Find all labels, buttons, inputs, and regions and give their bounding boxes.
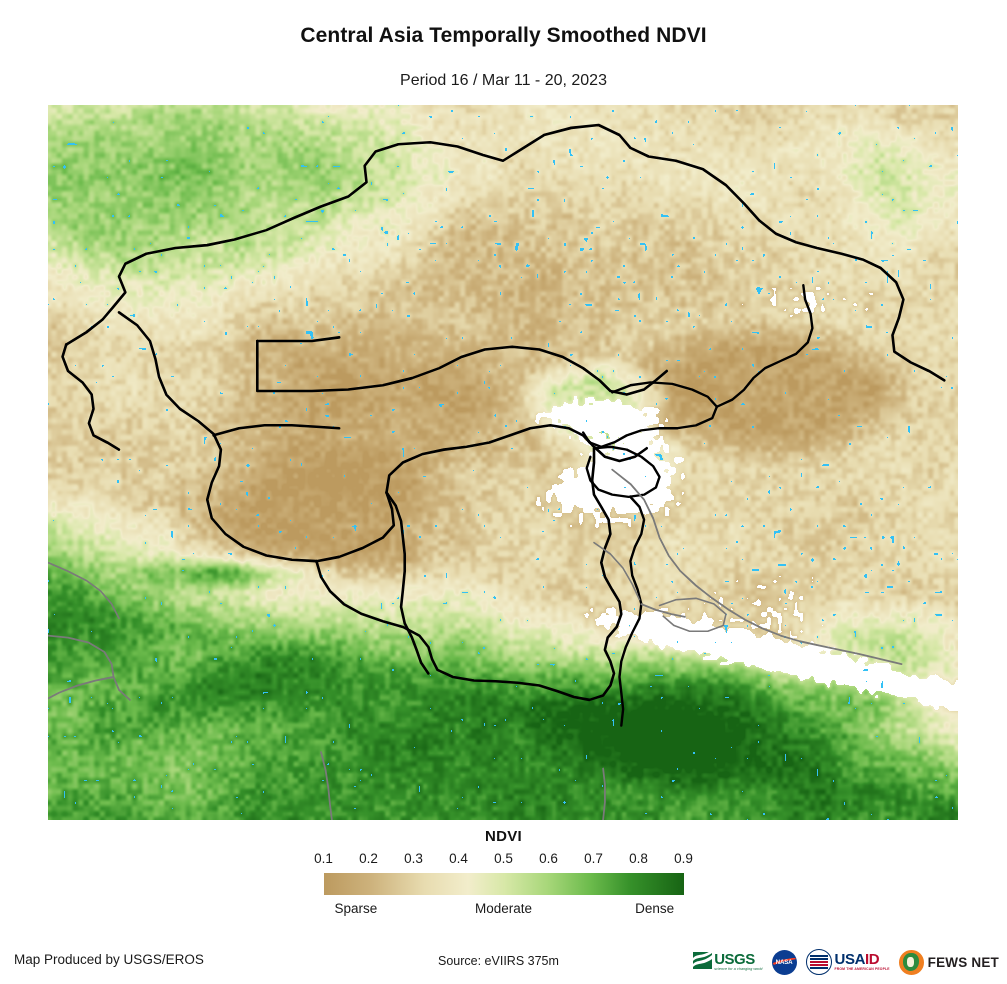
map-producer-text: Map Produced by USGS/EROS [14,952,204,967]
usgs-wordmark: USGS [714,951,755,969]
usgs-mark-icon [693,952,713,970]
footer: Map Produced by USGS/EROS Source: eVIIRS… [0,940,1007,984]
page-subtitle: Period 16 / Mar 11 - 20, 2023 [400,72,607,89]
nasa-swoosh-icon [772,957,796,965]
legend-tick-0-9: 0.9 [674,851,693,866]
fews-net-wordmark: FEWS NET [927,954,999,970]
usaid-seal-icon [805,949,832,975]
ndvi-legend: NDVI 0.1 0.2 0.3 0.4 0.5 0.6 0.7 0.8 0.9 Sparse M… [0,828,1007,921]
usaid-logo[interactable]: USAID FROM THE AMERICAN PEOPLE [805,949,890,975]
map-canvas-container[interactable] [48,105,958,820]
legend-tick-0-4: 0.4 [449,851,468,866]
legend-tick-0-7: 0.7 [584,851,603,866]
central-asia-ndvi-raster[interactable] [48,105,958,820]
nasa-logo[interactable]: NASA [771,949,797,975]
legend-caption-moderate: Moderate [474,901,533,916]
legend-caption-dense: Dense [635,901,675,916]
legend-title: NDVI [484,828,523,845]
usgs-tagline: science for a changing world [714,967,763,972]
nasa-wordmark: NASA [775,958,793,966]
legend-tick-labels: 0.1 0.2 0.3 0.4 0.5 0.6 0.7 0.8 0.9 [314,851,693,871]
fews-net-logo[interactable]: FEWS NET [898,949,999,975]
legend-color-ramp [323,873,684,895]
legend-tick-0-6: 0.6 [539,851,558,866]
legend-tick-0-1: 0.1 [314,851,333,866]
legend-caption-sparse: Sparse [334,901,378,916]
legend-tick-0-3: 0.3 [404,851,423,866]
legend-tick-0-8: 0.8 [629,851,648,866]
legend-category-labels: Sparse Moderate Dense [324,901,684,921]
legend-tick-0-5: 0.5 [494,851,513,866]
agency-logo-strip: USGS science for a changing world NASA U… [693,944,999,980]
usaid-wordmark: USAID [834,951,880,969]
legend-tick-0-2: 0.2 [359,851,378,866]
fews-globe-icon [898,949,924,975]
page-title: Central Asia Temporally Smoothed NDVI [300,24,707,47]
usgs-logo[interactable]: USGS science for a changing world [693,952,762,972]
data-source-text: Source: eVIIRS 375m [438,954,559,968]
usaid-tagline: FROM THE AMERICAN PEOPLE [834,967,890,972]
